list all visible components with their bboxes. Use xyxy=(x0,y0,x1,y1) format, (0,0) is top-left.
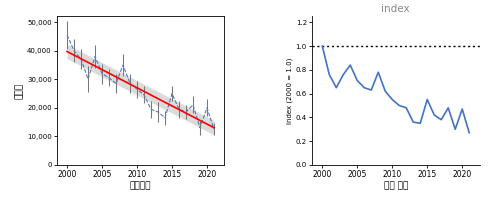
X-axis label: 조사년도: 조사년도 xyxy=(130,181,151,190)
X-axis label: 조사 년도: 조사 년도 xyxy=(384,181,408,190)
Title: index: index xyxy=(381,4,410,14)
Y-axis label: 개체수: 개체수 xyxy=(15,83,24,99)
Y-axis label: Index (2000 = 1.0): Index (2000 = 1.0) xyxy=(286,57,293,124)
